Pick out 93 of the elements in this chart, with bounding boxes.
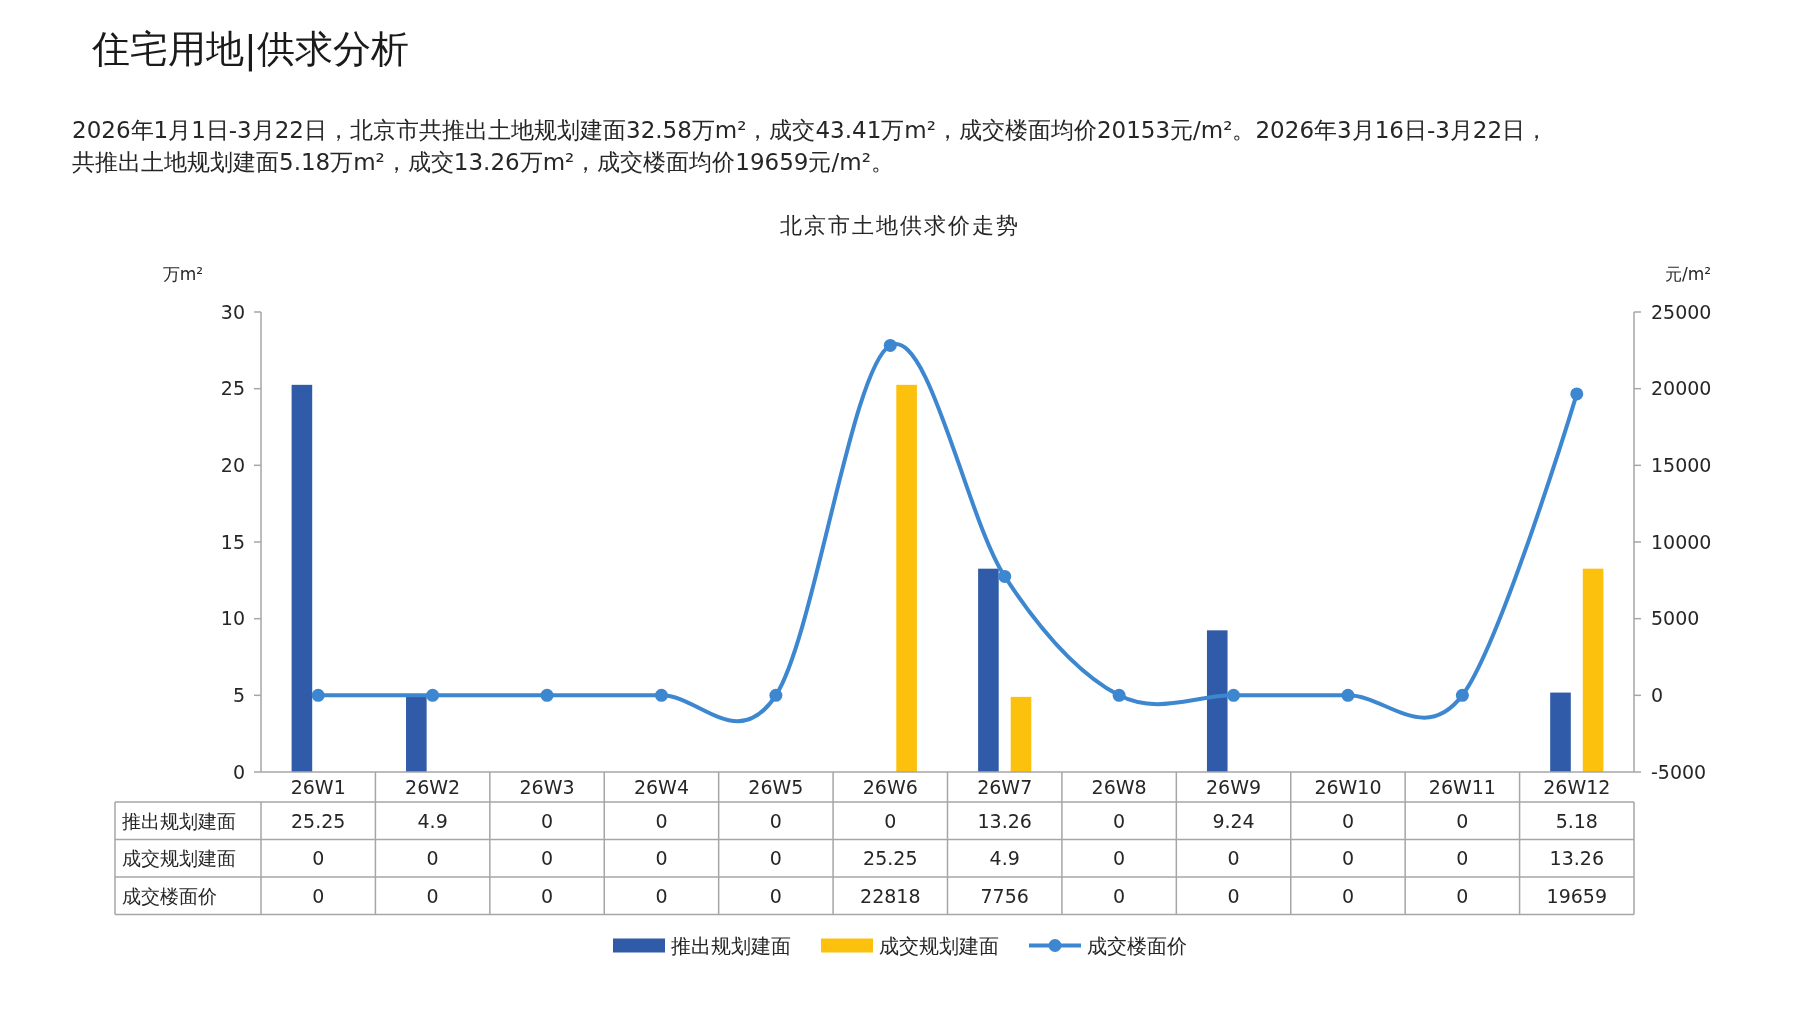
data-label: 0 [1113,847,1126,870]
x-tick-label: 26W7 [977,776,1033,799]
bar [896,384,917,772]
data-label: 7756 [980,884,1029,907]
data-label: 0 [540,847,554,870]
data-label: 0 [1341,884,1355,907]
data-label: 9.24 [1212,809,1255,832]
legend-label: 成交规划建面 [879,933,999,958]
y2-axis-title: 元/m² [1664,264,1712,284]
text: 成交楼面价 [122,884,217,907]
legend-label: 推出规划建面 [671,933,791,958]
x-tick-label: 26W8 [1091,776,1147,799]
text: 推出规划建面 [122,809,236,832]
data-label: 4.9 [417,809,448,832]
bar [1010,696,1032,772]
y-tick-label: 10 [220,607,245,630]
point [883,338,897,352]
data-label: 0 [655,809,668,832]
x-tick-label: 26W10 [1314,776,1382,799]
text: 住宅用地|供求分析 [91,27,409,72]
point [540,688,554,702]
y2-tick-label: 5000 [1651,607,1700,630]
bar [978,568,999,772]
data-label: 0 [1341,847,1355,870]
data-label: 0 [312,884,325,907]
chart-subtitle: 2026年1月1日-3月22日，北京市共推出土地规划建面32.58万m²，成交43.41万m²，成交楼面均价20153元/m²。2026年3月16日-3月22日，共推出土地规划建面5.18万m²，成交13.26万m²，成交楼面均价19659元/m²。 [72,117,1549,175]
data-label: 5.18 [1555,809,1598,832]
point [1112,688,1126,702]
data-label: 0 [1456,809,1469,832]
data-label: 0 [1113,809,1126,832]
y-tick-label: 30 [220,300,245,323]
data-label: 0 [1227,884,1240,907]
data-label: 0 [655,884,668,907]
x-tick-label: 26W2 [405,776,461,799]
bar [291,384,313,772]
text: 成交规划建面 [122,847,236,870]
data-label: 0 [312,847,325,870]
data-label: 0 [769,884,782,907]
bar [1206,630,1228,772]
data-label: 25.25 [291,809,346,832]
point [426,688,440,702]
point [1570,387,1584,401]
bar [1550,692,1571,772]
data-label: 13.26 [1549,847,1604,870]
data-label: 0 [1456,884,1469,907]
y-tick-label: 20 [220,453,245,476]
x-tick-label: 26W12 [1543,776,1611,799]
data-label: 0 [1341,809,1355,832]
x-tick-label: 26W11 [1428,776,1496,799]
x-tick-label: 26W4 [633,776,689,799]
bar [1582,568,1604,772]
point [311,688,325,702]
y2-tick-label: 0 [1651,683,1664,706]
point [1455,688,1469,702]
data-label: 0 [1227,847,1240,870]
data-label: 0 [426,884,439,907]
y-axis-title: 万m² [162,264,204,284]
data-label: 22818 [860,884,921,907]
data-label: 13.26 [977,809,1032,832]
data-label: 19659 [1546,884,1608,907]
data-label: 0 [769,809,782,832]
y2-tick-label: 25000 [1651,300,1712,323]
data-label: 0 [769,847,782,870]
x-tick-label: 26W6 [862,776,918,799]
y2-tick-label: 20000 [1651,377,1712,400]
y-tick-label: 25 [220,377,245,400]
data-label: 0 [540,884,554,907]
y2-tick-label: -5000 [1651,760,1707,783]
y-tick-label: 0 [232,760,245,783]
x-tick-label: 26W1 [290,776,346,799]
y2-tick-label: 10000 [1651,530,1712,553]
point [1227,688,1241,702]
data-label: 0 [655,847,668,870]
point [998,569,1012,583]
data-label: 25.25 [863,847,918,870]
data-label: 0 [884,809,897,832]
point [769,688,783,702]
data-label: 0 [1113,884,1126,907]
data-label: 0 [426,847,439,870]
point [1341,688,1355,702]
x-tick-label: 26W5 [748,776,804,799]
y2-tick-label: 15000 [1651,453,1712,476]
chart-title: 北京市土地供求价走势 [780,213,1020,238]
point [654,688,668,702]
bar [406,696,427,772]
x-tick-label: 26W9 [1206,776,1262,799]
data-label: 0 [540,809,554,832]
y-tick-label: 15 [220,530,245,553]
x-tick-label: 26W3 [519,776,575,799]
y-tick-label: 5 [232,683,245,706]
data-label: 0 [1456,847,1469,870]
legend-label: 成交楼面价 [1087,933,1187,958]
data-label: 4.9 [989,847,1020,870]
